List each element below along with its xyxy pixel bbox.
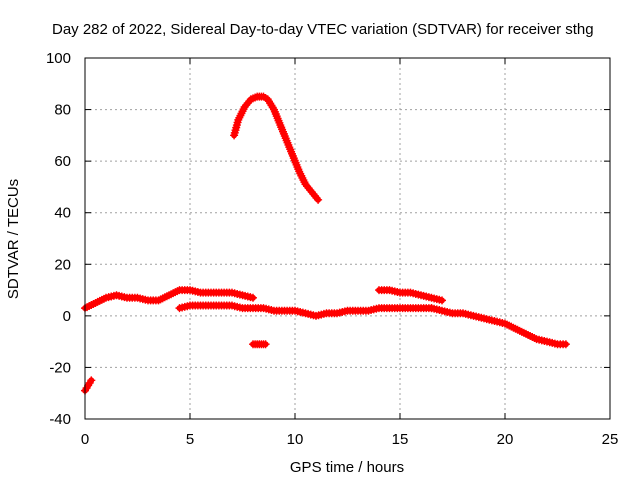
x-axis: 0 5 10 15 20 25: [81, 58, 619, 448]
y-axis: -40 -20 0 20 40 60 80 100: [46, 50, 610, 428]
grid-lines: [85, 58, 610, 419]
x-tick-label: 10: [287, 431, 304, 448]
plot-area: [81, 57, 611, 420]
x-tick-label: 20: [497, 431, 514, 448]
data-layer: [81, 92, 570, 395]
y-tick-label: 40: [54, 205, 71, 222]
y-tick-label: 0: [63, 308, 71, 325]
y-tick-label: 60: [54, 153, 71, 170]
y-tick-label: -20: [49, 359, 71, 376]
data-point-markers: [427, 304, 570, 349]
data-point-markers: [375, 286, 446, 305]
series-arc-6: [249, 340, 270, 349]
series-arc-7: [81, 376, 96, 395]
data-point-markers: [249, 340, 270, 349]
y-axis-label: SDTVAR / TECUs: [5, 179, 22, 299]
series-arc-5: [427, 304, 570, 349]
y-tick-label: 20: [54, 256, 71, 273]
chart-title: Day 282 of 2022, Sidereal Day-to-day VTE…: [52, 21, 594, 38]
data-point-markers: [175, 301, 436, 320]
x-tick-label: 0: [81, 431, 89, 448]
x-tick-label: 15: [392, 431, 409, 448]
plot-frame: [84, 57, 611, 420]
series-arc-3: [175, 301, 436, 320]
series-arc-1: [230, 92, 323, 204]
x-tick-label: 25: [602, 431, 619, 448]
x-tick-label: 5: [186, 431, 194, 448]
y-tick-label: 80: [54, 102, 71, 119]
series-arc-4: [375, 286, 446, 305]
y-tick-label: -40: [49, 411, 71, 428]
x-axis-label: GPS time / hours: [290, 459, 404, 476]
y-tick-label: 100: [46, 50, 71, 67]
data-point-markers: [230, 92, 323, 204]
